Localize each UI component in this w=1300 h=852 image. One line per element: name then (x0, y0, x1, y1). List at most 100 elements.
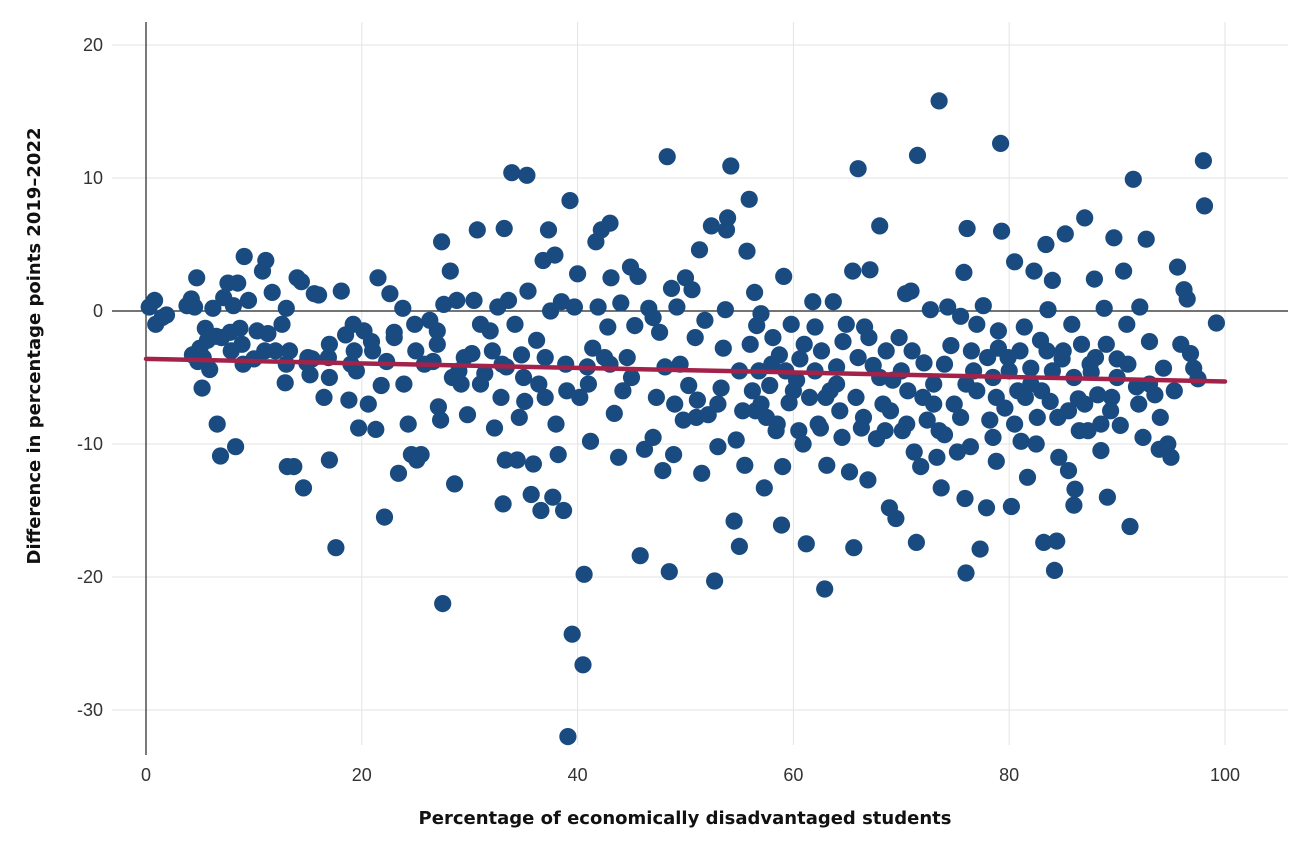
data-point (833, 428, 851, 446)
data-point (381, 285, 399, 303)
data-point (385, 329, 403, 347)
data-point (1072, 335, 1091, 353)
data-point (644, 309, 662, 327)
data-point (881, 402, 900, 420)
data-point (1065, 496, 1083, 514)
data-point (992, 134, 1010, 152)
data-point (1089, 386, 1107, 404)
data-point (492, 388, 510, 406)
data-point (712, 379, 730, 397)
x-tick-label: 40 (568, 765, 588, 785)
data-point (644, 428, 662, 446)
data-point (817, 388, 835, 406)
data-point (1127, 378, 1146, 396)
data-point (1006, 253, 1024, 271)
data-point (315, 388, 333, 406)
trend-line (143, 356, 1228, 384)
data-point (968, 315, 986, 333)
data-point (1035, 533, 1053, 552)
data-point (483, 342, 501, 360)
data-point (524, 455, 543, 473)
data-point (412, 446, 430, 464)
data-point (406, 315, 424, 333)
data-point (280, 342, 299, 360)
data-point (912, 458, 930, 476)
data-point (1016, 388, 1034, 406)
data-point (233, 335, 251, 353)
data-point (741, 335, 759, 353)
data-point (696, 311, 714, 329)
data-point (1121, 517, 1139, 536)
data-point (581, 432, 600, 450)
data-point (1111, 416, 1129, 434)
data-point (772, 516, 791, 534)
data-point (915, 354, 933, 372)
data-point (599, 318, 617, 336)
data-point (1159, 435, 1177, 453)
data-point (589, 298, 607, 316)
data-point (191, 339, 209, 357)
data-point (955, 263, 973, 281)
data-point (647, 388, 666, 406)
data-point (435, 295, 453, 313)
data-point (1097, 335, 1115, 353)
data-point (898, 415, 916, 433)
data-point (987, 452, 1005, 470)
data-point (193, 379, 211, 397)
data-point (310, 286, 328, 304)
data-point (693, 464, 711, 482)
data-point (367, 420, 385, 438)
data-point (273, 315, 291, 333)
data-point (782, 315, 800, 333)
data-point (629, 267, 647, 285)
data-point (530, 375, 548, 393)
data-point (432, 411, 450, 429)
data-point (887, 509, 905, 528)
data-point (801, 388, 819, 406)
data-point (441, 262, 459, 280)
data-point (903, 342, 921, 360)
data-point (561, 192, 579, 210)
data-point (518, 166, 536, 184)
data-point (146, 291, 164, 309)
data-point (1098, 488, 1116, 506)
data-point (1076, 395, 1094, 413)
data-point (239, 291, 258, 309)
data-point (859, 471, 877, 489)
data-point (463, 345, 481, 363)
data-point (1059, 402, 1078, 420)
data-point (1050, 448, 1068, 466)
data-point (790, 422, 808, 440)
data-point (1037, 235, 1055, 254)
data-point (1063, 315, 1081, 333)
data-point (1033, 382, 1051, 400)
data-point (989, 322, 1008, 340)
data-point (945, 395, 963, 413)
data-point (555, 501, 573, 520)
data-point (516, 392, 534, 410)
data-point (602, 269, 620, 287)
data-point (503, 164, 521, 182)
data-point (276, 374, 294, 392)
data-point (1056, 225, 1074, 243)
data-point (795, 335, 813, 353)
data-point (212, 329, 231, 347)
data-point (394, 299, 412, 317)
data-point (465, 291, 483, 309)
data-point (201, 360, 219, 379)
data-point (618, 349, 636, 367)
data-point (320, 368, 338, 387)
data-point (399, 415, 417, 433)
data-point (660, 563, 678, 581)
data-point (495, 219, 513, 238)
data-point (674, 411, 692, 429)
data-point (1015, 318, 1033, 336)
data-point (552, 293, 571, 311)
data-point (188, 269, 206, 287)
data-point (547, 415, 565, 433)
data-point (1124, 170, 1142, 188)
data-point (227, 438, 245, 456)
y-tick-label: 0 (93, 301, 103, 321)
data-point (1092, 415, 1110, 433)
data-point (761, 376, 779, 395)
